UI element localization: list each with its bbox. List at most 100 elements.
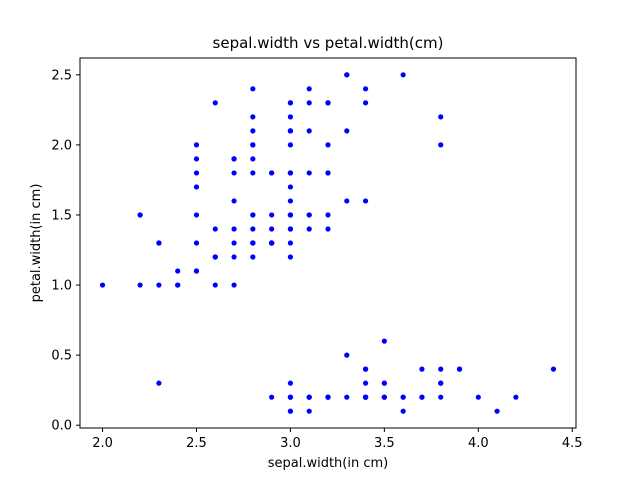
data-point (325, 212, 331, 218)
data-point (212, 100, 218, 106)
data-point (381, 338, 387, 344)
data-point (287, 240, 294, 246)
data-point (250, 212, 256, 218)
data-point (513, 394, 519, 400)
data-point (362, 366, 369, 372)
data-point (362, 394, 369, 400)
data-point (287, 212, 294, 218)
data-point (287, 184, 294, 190)
data-point (137, 212, 143, 218)
data-point (250, 240, 256, 246)
data-point (381, 394, 387, 400)
y-tick-label: 0.5 (51, 349, 72, 364)
data-point (362, 100, 369, 106)
data-point (287, 100, 294, 106)
data-point (193, 156, 200, 162)
data-point (193, 142, 200, 148)
chart-title: sepal.width vs petal.width(cm) (213, 34, 444, 52)
data-point (287, 380, 294, 386)
data-point (231, 170, 237, 176)
data-point (175, 282, 181, 288)
data-point (306, 86, 312, 92)
data-point (438, 114, 444, 120)
y-tick-label: 1.0 (51, 279, 72, 294)
data-point (193, 170, 200, 176)
data-point (231, 282, 237, 288)
data-point (250, 226, 256, 232)
data-point (287, 394, 294, 400)
data-point (269, 170, 275, 176)
data-point (362, 198, 369, 204)
data-point (550, 366, 557, 372)
data-point (287, 408, 294, 414)
data-point (231, 254, 237, 260)
data-point (344, 198, 350, 204)
data-point (400, 408, 406, 414)
data-point (231, 156, 237, 162)
data-point (438, 394, 444, 400)
data-point (269, 212, 275, 218)
x-tick-label: 4.5 (562, 436, 583, 451)
data-point (250, 128, 256, 134)
data-point (438, 142, 444, 148)
y-tick-label: 0.0 (51, 419, 72, 434)
data-point (231, 198, 237, 204)
y-tick-label: 2.5 (51, 68, 72, 83)
x-tick-label: 2.0 (92, 436, 113, 451)
data-point (325, 394, 331, 400)
data-point (193, 240, 200, 246)
x-tick-label: 3.5 (374, 436, 395, 451)
y-tick-label: 2.0 (51, 138, 72, 153)
data-point (212, 254, 218, 260)
data-point (438, 380, 444, 386)
data-point (250, 142, 256, 148)
data-point (306, 226, 312, 232)
data-point (250, 254, 256, 260)
data-point (362, 86, 369, 92)
data-point (193, 268, 200, 274)
data-point (156, 240, 162, 246)
data-point (250, 170, 256, 176)
data-point (419, 394, 425, 400)
data-point (306, 408, 312, 414)
data-point (344, 394, 350, 400)
y-tick-label: 1.5 (51, 208, 72, 223)
data-point (250, 114, 256, 120)
data-point (306, 170, 312, 176)
data-point (325, 142, 331, 148)
data-point (287, 254, 294, 260)
data-point (156, 380, 162, 386)
x-tick-label: 4.0 (468, 436, 489, 451)
data-point (306, 100, 312, 106)
data-point (287, 114, 294, 120)
data-point (475, 394, 481, 400)
data-point (287, 128, 294, 134)
data-point (325, 170, 331, 176)
data-point (344, 72, 350, 78)
x-tick-label: 2.5 (186, 436, 207, 451)
data-point (381, 380, 387, 386)
data-point (231, 240, 237, 246)
x-axis-label: sepal.width(in cm) (268, 456, 389, 471)
data-point (250, 156, 256, 162)
data-point (287, 226, 294, 232)
data-point (212, 226, 218, 232)
points-layer (99, 72, 557, 414)
data-point (287, 142, 294, 148)
data-point (193, 212, 200, 218)
ticks-layer: 2.0 2.5 3.0 3.5 4.0 4.5 0.0 0.5 1.0 1.5 2.0 2.5 (51, 68, 582, 451)
data-point (99, 282, 106, 288)
data-point (325, 226, 331, 232)
data-point (156, 282, 162, 288)
data-point (306, 394, 312, 400)
plot-frame (79, 57, 577, 429)
data-point (212, 282, 218, 288)
data-point (137, 282, 143, 288)
data-point (400, 394, 406, 400)
data-point (362, 380, 369, 386)
data-point (344, 352, 350, 358)
data-point (306, 212, 312, 218)
data-point (231, 226, 237, 232)
